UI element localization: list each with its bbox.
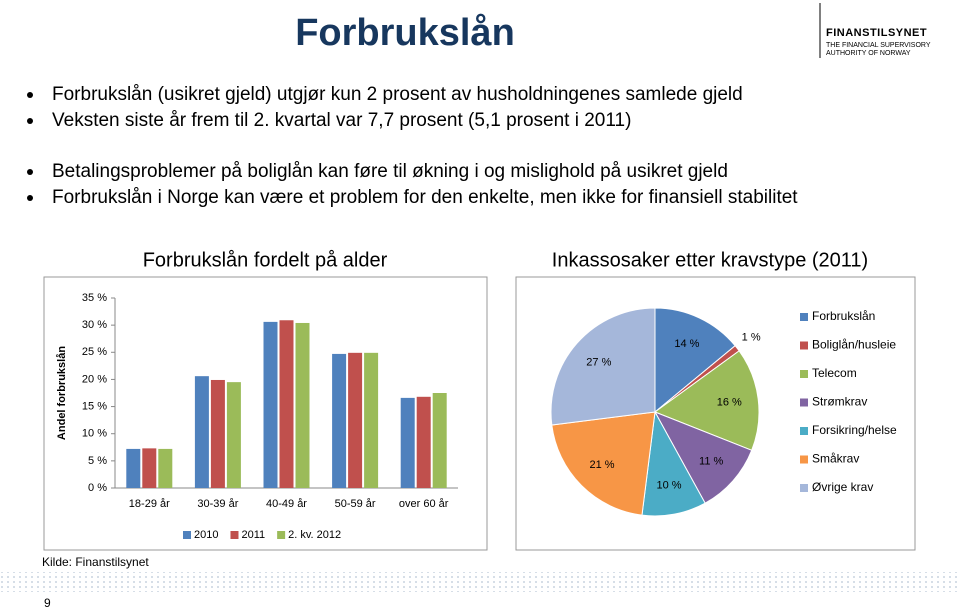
bar <box>142 448 157 488</box>
bullet-dot <box>27 195 33 201</box>
legend-label: 2010 <box>194 529 218 541</box>
pie-slice <box>550 307 656 426</box>
legend-swatch <box>800 427 808 435</box>
data-label: 16 % <box>717 397 742 409</box>
bar <box>295 322 310 488</box>
bar <box>348 352 363 488</box>
y-tick-label: 20 % <box>82 373 107 385</box>
y-tick-label: 5 % <box>88 455 107 467</box>
bar <box>279 320 294 488</box>
bar <box>432 393 447 488</box>
data-label: 14 % <box>674 338 699 350</box>
slide-title: Forbrukslån <box>295 12 515 54</box>
legend-swatch <box>230 531 239 539</box>
bullet-text: Betalingsproblemer på boliglån kan føre … <box>52 161 728 182</box>
bullet-text: Veksten siste år frem til 2. kvartal var… <box>52 110 631 131</box>
bar <box>364 352 379 488</box>
bullet-text: Forbrukslån i Norge kan være et problem … <box>52 187 798 208</box>
pie-slice <box>653 411 753 504</box>
bar <box>263 321 278 488</box>
bar <box>416 396 431 488</box>
y-tick-label: 25 % <box>82 346 107 358</box>
bullet-dot <box>27 169 33 175</box>
bullet-dot <box>27 92 33 98</box>
page-number: 9 <box>44 596 51 609</box>
chart-title: Inkassosaker etter kravstype (2011) <box>552 249 868 271</box>
decoration-dots <box>0 572 960 592</box>
legend-swatch <box>800 484 808 492</box>
bar <box>194 376 209 488</box>
bullet-dot <box>27 118 33 124</box>
legend-label: Telecom <box>812 366 857 380</box>
legend-swatch <box>277 531 286 539</box>
legend-swatch <box>800 398 808 407</box>
legend-label: Boliglån/husleie <box>812 338 896 352</box>
logo-name: FINANSTILSYNET <box>826 27 927 39</box>
legend-label: Forbrukslån <box>812 309 875 323</box>
legend-label: Småkrav <box>812 452 859 466</box>
legend-swatch <box>800 313 808 321</box>
y-tick-label: 30 % <box>82 319 107 331</box>
bar <box>400 397 415 488</box>
x-tick-label: over 60 år <box>399 498 449 510</box>
bar <box>158 448 173 488</box>
pie-slice <box>551 411 656 516</box>
legend-label: Øvrige krav <box>812 480 873 494</box>
legend-label: Forsikring/helse <box>812 423 897 437</box>
logo-line: THE FINANCIAL SUPERVISORY <box>826 42 931 49</box>
bar <box>210 379 225 488</box>
x-tick-label: 50-59 år <box>335 498 376 510</box>
data-label: 10 % <box>656 479 681 491</box>
pie-slice <box>653 350 760 451</box>
bar <box>226 382 241 488</box>
logo-line: AUTHORITY OF NORWAY <box>826 50 911 57</box>
x-tick-label: 40-49 år <box>266 498 307 510</box>
y-tick-label: 35 % <box>82 292 107 304</box>
x-tick-label: 18-29 år <box>129 498 170 510</box>
source: Kilde: Finanstilsynet <box>42 555 149 569</box>
pie-slice <box>654 307 736 414</box>
data-label: 1 % <box>742 331 761 343</box>
data-label: 27 % <box>586 356 611 368</box>
legend-swatch <box>183 531 191 539</box>
bullet-text: Forbrukslån (usikret gjeld) utgjør kun 2… <box>52 84 743 105</box>
legend-label: 2. kv. 2012 <box>288 529 341 541</box>
y-tick-label: 0 % <box>88 482 107 494</box>
legend-label: Strømkrav <box>812 395 867 409</box>
data-label: 21 % <box>590 459 615 471</box>
legend-swatch <box>800 370 808 378</box>
legend-label: 2011 <box>241 529 265 541</box>
y-tick-label: 15 % <box>82 400 107 412</box>
data-label: 11 % <box>699 455 723 467</box>
bar <box>126 448 141 488</box>
chart-title: Forbrukslån fordelt på alder <box>143 249 388 271</box>
legend-swatch <box>800 455 808 464</box>
legend-swatch <box>800 341 808 350</box>
bar <box>332 353 347 488</box>
x-tick-label: 30-39 år <box>197 498 238 510</box>
y-tick-label: 10 % <box>82 428 107 440</box>
y-axis-label: Andel forbrukslån <box>56 346 68 440</box>
